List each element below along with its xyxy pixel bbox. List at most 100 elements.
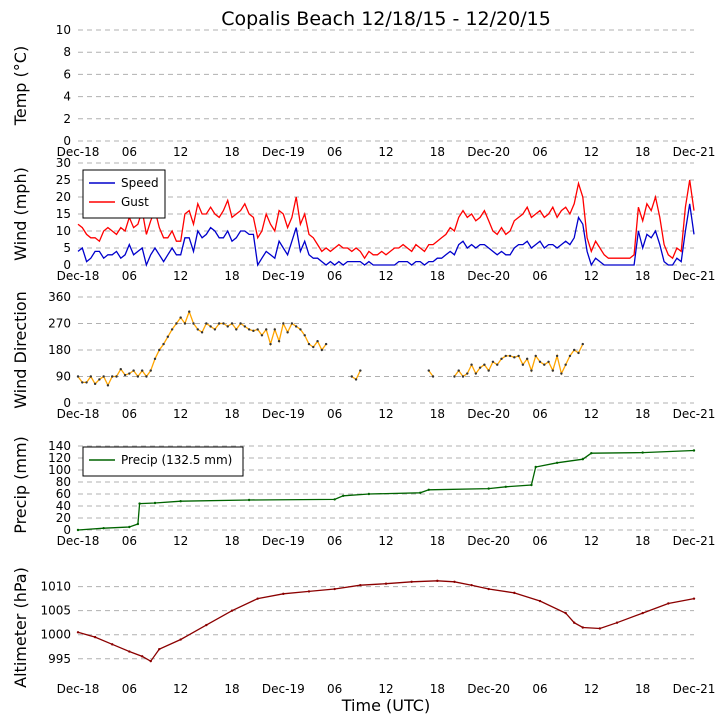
panel-alt: 995 1000 1005 1010 Altimeter (hPa) Dec-18 06 12… [11,567,715,696]
data-point [504,485,507,488]
data-point [230,322,234,325]
data-point [158,348,161,352]
x-tick-label: Dec-21 [673,534,716,548]
x-tick-label: Dec-20 [467,534,510,548]
y-tick-label: 0 [63,396,71,410]
x-tick-label: Dec-19 [262,407,305,421]
data-point [85,381,88,384]
x-tick-label: 06 [327,269,342,283]
data-point [427,369,430,372]
data-point [496,363,499,366]
x-tick-label: 06 [532,145,547,159]
data-point [312,345,315,349]
data-point [551,369,555,372]
data-point [573,621,576,624]
data-point [93,382,97,386]
x-tick-label: 12 [584,407,599,421]
data-point [252,329,255,333]
data-point [667,602,670,605]
data-point [303,334,306,337]
data-point [384,582,388,585]
data-point [692,449,696,452]
data-point [427,488,430,491]
y-tick-label: 100 [48,463,71,477]
x-tick-label: 06 [122,269,137,283]
data-point [577,351,580,355]
series-line [77,179,695,260]
x-tick-label: Dec-19 [262,269,305,283]
y-tick-label: 80 [56,475,71,489]
x-tick-label: 12 [584,145,599,159]
data-point [290,322,294,325]
y-axis-label: Altimeter (hPa) [11,567,30,688]
data-point [513,356,516,359]
x-tick-label: 06 [532,682,547,696]
x-tick-label: Dec-20 [467,269,510,283]
legend-box [82,446,244,477]
data-point [170,328,174,331]
x-tick-label: 18 [224,682,239,696]
data-point [265,328,268,331]
data-point [230,609,234,612]
data-point [256,328,259,331]
data-point [76,375,80,378]
data-point [478,366,482,369]
panel-wind: 0 5 10 15 20 25 30 Wind (mph) Dec-18 06 12 18 Dec-19… [11,156,715,283]
x-tick-label: 12 [378,145,393,159]
y-tick-label: 1000 [40,628,71,642]
x-tick-label: 12 [173,269,188,283]
data-point [543,363,546,366]
data-point [521,363,525,366]
x-tick-label: 18 [430,145,445,159]
data-point [466,372,469,375]
x-tick-label: 12 [173,407,188,421]
data-point [239,322,242,325]
x-tick-label: Dec-21 [673,145,716,159]
data-point [235,328,238,331]
data-point [136,522,140,526]
x-tick-label: 06 [122,145,137,159]
y-tick-label: 995 [48,652,71,666]
data-point [132,369,135,372]
x-tick-label: 06 [532,534,547,548]
y-tick-label: 360 [48,290,71,304]
x-axis-label: Time (UTC) [341,696,430,715]
data-point [153,357,157,361]
data-point [483,363,486,366]
data-point [138,502,141,505]
data-point [260,334,264,337]
x-tick-label: 18 [635,534,650,548]
data-point [307,342,311,346]
data-point [564,363,567,366]
y-tick-label: 6 [63,67,71,81]
data-point [115,375,118,378]
data-point [470,363,473,366]
y-tick-label: 10 [56,224,71,238]
data-point [89,375,93,378]
data-point [350,375,353,378]
x-tick-label: 12 [173,534,188,548]
data-point [158,647,161,651]
data-point [590,452,593,455]
data-point [76,631,80,634]
data-point [547,360,550,363]
x-tick-label: 06 [327,682,342,696]
data-point [538,360,542,363]
x-tick-label: Dec-21 [673,269,716,283]
y-axis-label: Wind (mph) [11,167,30,261]
data-point [145,375,148,378]
data-point [470,583,473,587]
data-point [128,650,131,653]
x-tick-label: 06 [327,407,342,421]
x-tick-label: 18 [635,407,650,421]
data-point [98,378,101,381]
y-tick-label: 1010 [40,580,71,594]
x-tick-label: 18 [430,534,445,548]
x-tick-label: 18 [430,407,445,421]
legend-label: Speed [121,176,159,190]
data-point [179,638,182,641]
data-point [453,580,456,584]
x-tick-label: 18 [224,145,239,159]
data-point [192,322,195,325]
